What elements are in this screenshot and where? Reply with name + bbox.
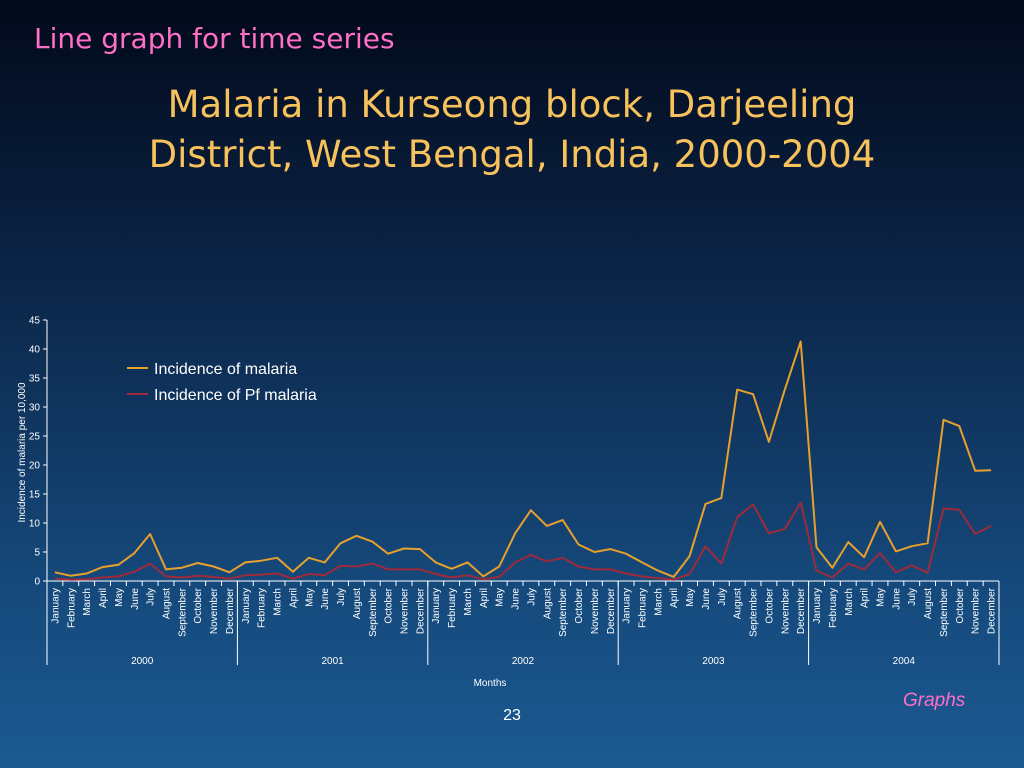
x-tick-label: February xyxy=(66,588,77,628)
x-tick-label: September xyxy=(368,587,379,637)
x-tick-label: April xyxy=(860,588,871,608)
series-line xyxy=(54,501,992,581)
x-tick-label: August xyxy=(923,588,934,619)
y-tick-label: 20 xyxy=(29,461,41,472)
x-tick-label: June xyxy=(320,588,331,610)
year-label: 2004 xyxy=(893,656,916,667)
x-tick-label: June xyxy=(130,588,141,610)
footer-tag: Graphs xyxy=(903,690,966,711)
x-tick-label: May xyxy=(304,588,315,607)
x-tick-label: October xyxy=(955,587,966,623)
x-tick-label: December xyxy=(225,587,236,634)
year-label: 2000 xyxy=(131,656,154,667)
y-tick-label: 40 xyxy=(29,345,41,356)
x-tick-label: February xyxy=(638,588,649,628)
x-tick-label: February xyxy=(447,588,458,628)
slide-title-line-1: Malaria in Kurseong block, Darjeeling xyxy=(167,83,857,126)
x-tick-label: March xyxy=(82,588,93,616)
x-tick-label: January xyxy=(50,588,61,624)
x-tick-label: December xyxy=(606,587,617,634)
y-tick-label: 15 xyxy=(29,490,41,501)
y-tick-label: 45 xyxy=(29,316,41,327)
x-axis-title: Months xyxy=(474,678,507,689)
x-tick-label: November xyxy=(780,587,791,634)
x-tick-label: October xyxy=(764,587,775,623)
x-tick-label: August xyxy=(352,588,363,619)
x-tick-label: March xyxy=(273,588,284,616)
slide-title: Malaria in Kurseong block, Darjeeling Di… xyxy=(0,80,1024,180)
y-tick-label: 25 xyxy=(29,432,41,443)
x-tick-label: January xyxy=(812,588,823,624)
year-label: 2003 xyxy=(702,656,725,667)
x-tick-label: January xyxy=(241,588,252,624)
x-tick-label: April xyxy=(669,588,680,608)
x-tick-label: November xyxy=(971,587,982,634)
x-tick-label: November xyxy=(400,587,411,634)
x-tick-label: August xyxy=(733,588,744,619)
x-tick-label: November xyxy=(590,587,601,634)
x-tick-label: November xyxy=(209,587,220,634)
x-tick-label: September xyxy=(177,587,188,637)
x-tick-label: January xyxy=(622,588,633,624)
x-tick-label: December xyxy=(415,587,426,634)
x-tick-label: September xyxy=(939,587,950,637)
x-tick-label: April xyxy=(98,588,109,608)
y-axis-title: Incidence of malaria per 10,000 xyxy=(17,382,28,523)
y-tick-label: 5 xyxy=(34,548,40,559)
slide-label: Line graph for time series xyxy=(34,22,395,55)
x-tick-label: March xyxy=(844,588,855,616)
x-tick-label: October xyxy=(384,587,395,623)
y-tick-label: 10 xyxy=(29,519,41,530)
x-tick-label: September xyxy=(558,587,569,637)
x-tick-label: July xyxy=(336,588,347,606)
x-tick-label: March xyxy=(653,588,664,616)
x-tick-label: July xyxy=(146,588,157,606)
series-line xyxy=(54,340,992,578)
slide-title-line-2: District, West Bengal, India, 2000-2004 xyxy=(148,133,876,176)
x-tick-label: July xyxy=(717,588,728,606)
x-tick-label: March xyxy=(463,588,474,616)
x-tick-label: April xyxy=(288,588,299,608)
x-tick-label: July xyxy=(907,588,918,606)
y-tick-label: 30 xyxy=(29,403,41,414)
x-tick-label: October xyxy=(193,587,204,623)
x-tick-label: May xyxy=(495,588,506,607)
x-tick-label: January xyxy=(431,588,442,624)
year-label: 2002 xyxy=(512,656,535,667)
x-tick-label: February xyxy=(828,588,839,628)
y-tick-label: 0 xyxy=(34,577,40,588)
x-tick-label: July xyxy=(526,588,537,606)
legend-label: Incidence of malaria xyxy=(154,361,297,378)
x-tick-label: December xyxy=(796,587,807,634)
x-tick-label: August xyxy=(162,588,173,619)
x-tick-label: June xyxy=(511,588,522,610)
x-tick-label: April xyxy=(479,588,490,608)
x-tick-label: October xyxy=(574,587,585,623)
x-tick-label: September xyxy=(749,587,760,637)
y-tick-label: 35 xyxy=(29,374,41,385)
legend-label: Incidence of Pf malaria xyxy=(154,387,317,404)
x-tick-label: May xyxy=(876,588,887,607)
page-number: 23 xyxy=(503,707,521,724)
x-tick-label: August xyxy=(542,588,553,619)
x-tick-label: December xyxy=(987,587,998,634)
x-tick-label: June xyxy=(701,588,712,610)
x-tick-label: May xyxy=(685,588,696,607)
x-tick-label: June xyxy=(891,588,902,610)
x-tick-label: May xyxy=(114,588,125,607)
x-tick-label: February xyxy=(257,588,268,628)
year-label: 2001 xyxy=(321,656,344,667)
